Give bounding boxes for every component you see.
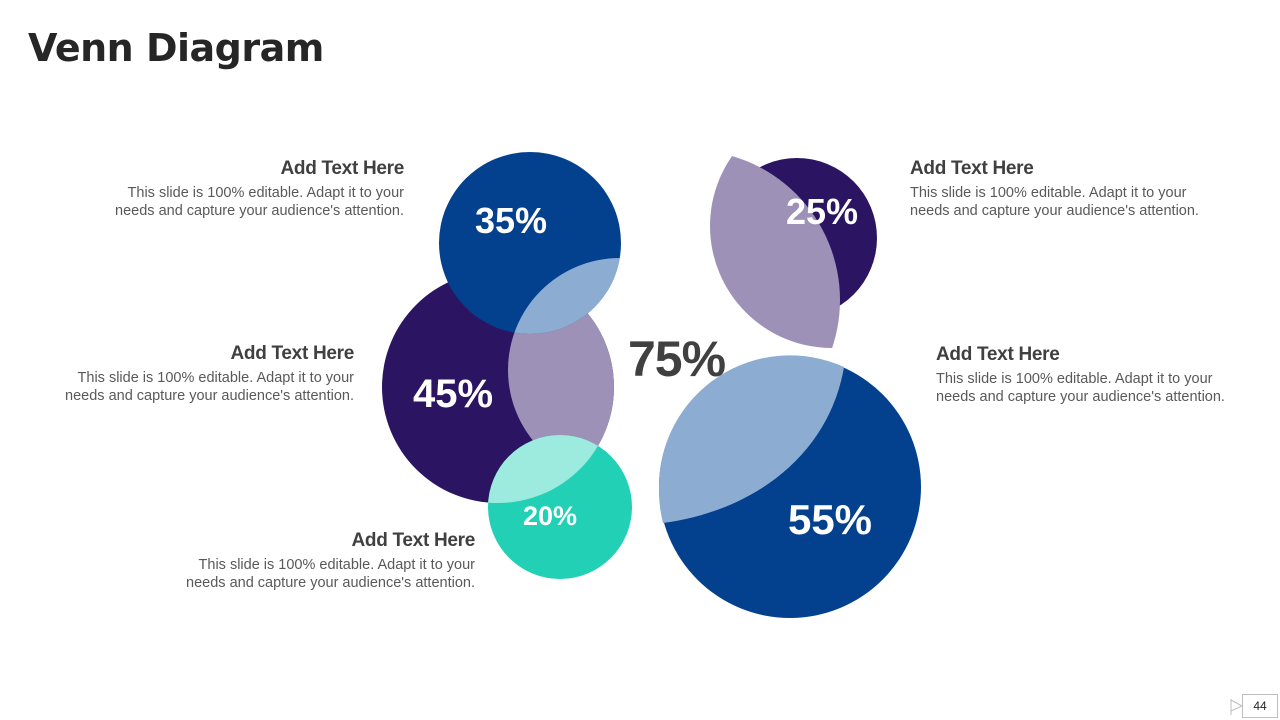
overlap-35-light [508,258,621,334]
block-heading: Add Text Here [280,158,405,179]
block-description: This slide is 100% editable. Adapt it to… [186,557,475,591]
block-heading: Add Text Here [230,343,355,364]
center-percentage: 75% [628,331,726,387]
label-35: 35% [475,200,547,241]
text-block-bottom-left: Add Text Here This slide is 100% editabl… [175,530,475,592]
text-block-top-left: Add Text Here This slide is 100% editabl… [104,158,404,220]
slide-title: Venn Diagram [28,26,324,70]
block-description: This slide is 100% editable. Adapt it to… [115,185,404,219]
label-20: 20% [523,501,577,531]
block-description: This slide is 100% editable. Adapt it to… [910,185,1199,219]
label-25: 25% [786,191,858,232]
overlap-25-lavender [710,150,840,348]
label-55: 55% [788,496,872,543]
block-heading: Add Text Here [910,158,1034,179]
overlap-55-light [658,355,844,523]
text-block-middle-right: Add Text Here This slide is 100% editabl… [936,344,1236,406]
block-description: This slide is 100% editable. Adapt it to… [936,371,1225,405]
label-45: 45% [413,372,493,416]
block-description: This slide is 100% editable. Adapt it to… [65,370,354,404]
page-number: 44 [1242,694,1278,718]
overlap-20-mint [488,435,614,503]
text-block-middle-left: Add Text Here This slide is 100% editabl… [54,343,354,405]
text-block-top-right: Add Text Here This slide is 100% editabl… [910,158,1210,220]
block-heading: Add Text Here [936,344,1060,365]
block-heading: Add Text Here [351,530,476,551]
